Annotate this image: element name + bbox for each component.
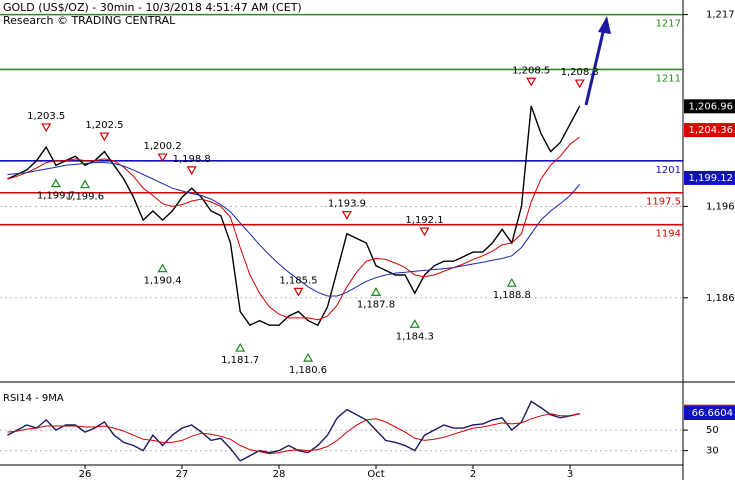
pivot-label: 1,198.8 — [173, 154, 211, 165]
price-box — [684, 170, 735, 185]
pivot-label: 1,202.5 — [85, 120, 123, 131]
pivot-label: 1,190.4 — [144, 276, 182, 287]
y-tick-label: 50 — [706, 425, 719, 436]
high-marker — [293, 287, 304, 297]
x-tick-label: 26 — [79, 469, 92, 480]
x-tick-label: 27 — [176, 469, 189, 480]
series-line — [7, 162, 581, 297]
pivot-label: 1,192.1 — [405, 215, 443, 226]
chart-title: GOLD (US$/OZ) - 30min - 10/3/2018 4:51:4… — [3, 1, 302, 14]
high-marker — [186, 166, 197, 176]
pivot-label: 1,180.6 — [289, 365, 327, 376]
price-box — [684, 123, 735, 138]
x-tick-label: 3 — [567, 469, 573, 480]
x-tick-label: 28 — [273, 469, 286, 480]
x-tick-label: 2 — [470, 469, 476, 480]
pivot-label: 1,208.3 — [561, 67, 599, 78]
high-marker — [99, 132, 110, 142]
price-box-label: 1,206.96 — [688, 101, 733, 112]
y-tick-label: 30 — [706, 446, 719, 457]
series-line — [7, 413, 580, 455]
high-marker — [157, 153, 168, 163]
pivot-label: 1,199.6 — [66, 192, 104, 203]
pivot-label: 1,199.7 — [37, 191, 75, 202]
price-box-label: 1,199.12 — [688, 173, 733, 184]
forecast-arrow — [584, 27, 606, 106]
level-label: 1194 — [656, 229, 681, 240]
chart-subtitle: Research © TRADING CENTRAL — [3, 14, 176, 27]
low-marker — [370, 287, 382, 296]
high-marker — [574, 79, 585, 89]
price-box-label: 66.6604 — [692, 408, 733, 419]
level-label: 1211 — [656, 73, 681, 84]
low-marker — [50, 178, 61, 188]
price-box — [684, 99, 735, 114]
level-label: 1201 — [656, 165, 681, 176]
rsi-title: RSI14 - 9MA — [3, 393, 64, 404]
low-marker — [409, 319, 420, 328]
high-marker — [341, 211, 352, 220]
pivot-label: 1,181.7 — [221, 355, 259, 366]
level-label: 1217 — [656, 19, 681, 30]
series-line — [7, 136, 581, 321]
low-marker — [79, 179, 91, 189]
pivot-label: 1,193.9 — [328, 199, 366, 210]
pivot-label: 1,208.5 — [512, 65, 550, 76]
y-tick-label: 1,217 — [706, 10, 735, 21]
low-marker — [303, 352, 314, 362]
high-marker — [526, 77, 537, 87]
pivot-label: 1,188.8 — [493, 290, 531, 301]
low-marker — [506, 278, 517, 287]
price-box — [684, 406, 735, 421]
price-box-label: 1,204.36 — [688, 125, 733, 136]
y-tick-label: 1,196 — [706, 201, 735, 212]
pivot-label: 1,203.5 — [27, 111, 65, 122]
low-marker — [235, 342, 246, 352]
level-label: 1197.5 — [646, 197, 681, 208]
pivot-label: 1,200.2 — [144, 141, 182, 152]
pivot-label: 1,185.5 — [279, 275, 317, 286]
series-line — [7, 105, 581, 327]
high-marker — [41, 123, 52, 133]
low-marker — [157, 263, 168, 273]
forecast-arrowhead — [598, 16, 611, 34]
pivot-label: 1,184.3 — [396, 331, 434, 342]
high-marker — [419, 227, 430, 237]
y-tick-label: 1,186 — [706, 293, 735, 304]
x-tick-label: Oct — [367, 469, 384, 480]
pivot-label: 1,187.8 — [357, 299, 395, 310]
series-line — [7, 400, 580, 462]
